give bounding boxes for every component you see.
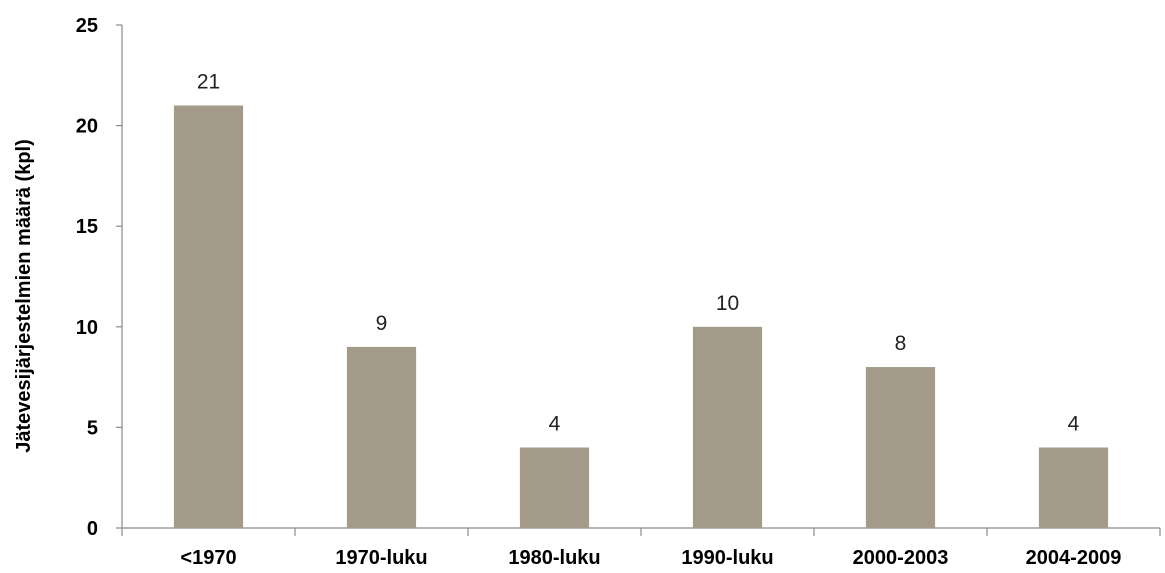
- y-tick-label: 0: [87, 518, 98, 540]
- x-tick-label: 2000-2003: [853, 547, 949, 569]
- bar: [1038, 447, 1109, 528]
- data-label: 4: [549, 413, 561, 436]
- bar: [865, 367, 936, 528]
- bar: [173, 105, 244, 528]
- data-labels: 21 9 4 10 8 4: [197, 70, 1080, 435]
- data-label: 21: [197, 70, 220, 93]
- y-axis-title: Jätevesijärjestelmien määrä (kpl): [13, 139, 35, 453]
- bar: [519, 447, 590, 528]
- x-tick-label: 2004-2009: [1026, 547, 1122, 569]
- data-label: 8: [895, 332, 907, 355]
- x-tick-label: 1970-luku: [335, 547, 427, 569]
- y-tick-label: 15: [76, 216, 98, 238]
- y-tick-label: 10: [76, 317, 98, 339]
- data-label: 9: [376, 312, 388, 335]
- x-tick-label: 1990-luku: [681, 547, 773, 569]
- y-axis: 0 5 10 15 20 25: [76, 15, 123, 540]
- x-axis: <1970 1970-luku 1980-luku 1990-luku 2000-200…: [121, 527, 1161, 569]
- bar: [346, 346, 417, 528]
- bar: [692, 326, 763, 528]
- y-tick-label: 20: [76, 116, 98, 138]
- bars: [173, 105, 1109, 528]
- data-label: 10: [716, 292, 739, 315]
- y-tick-label: 25: [76, 15, 98, 37]
- x-tick-label: 1980-luku: [508, 547, 600, 569]
- y-tick-label: 5: [87, 417, 98, 439]
- x-tick-label: <1970: [180, 547, 236, 569]
- data-label: 4: [1068, 413, 1080, 436]
